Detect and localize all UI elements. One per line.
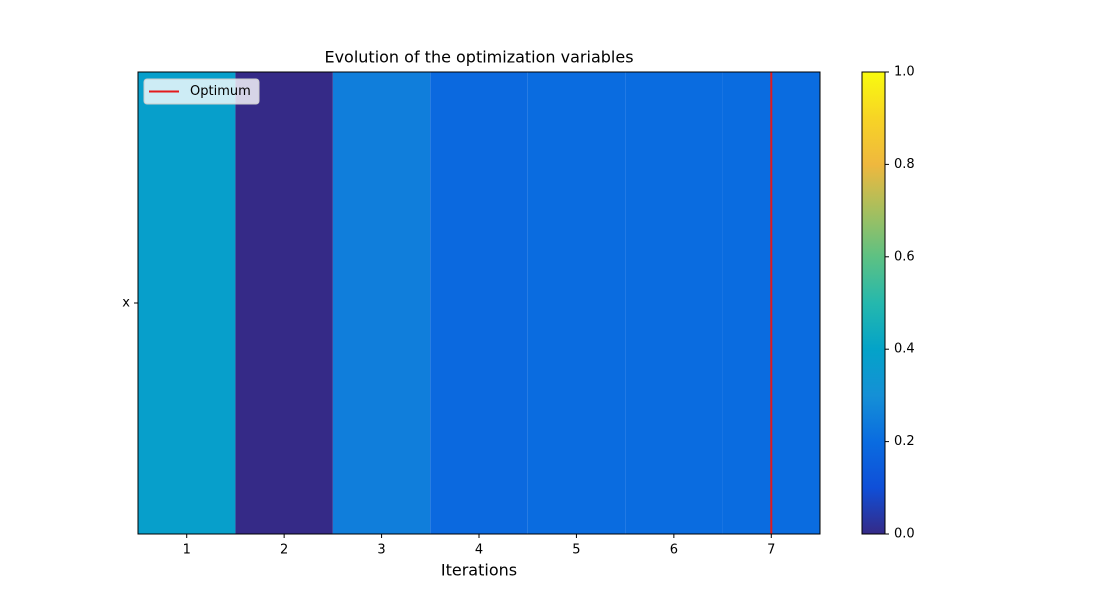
x-axis-label: Iterations [441, 561, 517, 580]
heatmap-cell [332, 72, 431, 534]
heatmap-cell [138, 72, 236, 534]
legend-label: Optimum [190, 84, 251, 99]
x-tick-label: 1 [183, 543, 191, 558]
x-tick-label: 2 [280, 543, 288, 558]
axes-frame [137, 71, 821, 535]
x-tick-label: 7 [767, 543, 775, 558]
colorbar-tick-label: 0.8 [894, 157, 915, 172]
x-tick-label: 3 [377, 543, 385, 558]
legend-box [143, 78, 260, 105]
colorbar-tick-label: 0.6 [894, 249, 915, 264]
colorbar-tick-label: 0.4 [894, 342, 915, 357]
x-tick-label: 6 [670, 543, 678, 558]
heatmap-cell [235, 72, 333, 534]
heatmap-cell [625, 72, 723, 534]
y-tick-label: x [122, 296, 130, 311]
colorbar-tick-label: 1.0 [894, 65, 915, 80]
colorbar-tick-label: 0.2 [894, 434, 915, 449]
x-tick-label: 4 [475, 543, 483, 558]
colorbar-tick-label: 0.0 [894, 527, 915, 542]
chart-title: Evolution of the optimization variables [324, 48, 633, 67]
x-tick-label: 5 [572, 543, 580, 558]
colorbar [861, 71, 886, 535]
heatmap-cell [430, 72, 528, 534]
heatmap-cell [527, 72, 626, 534]
